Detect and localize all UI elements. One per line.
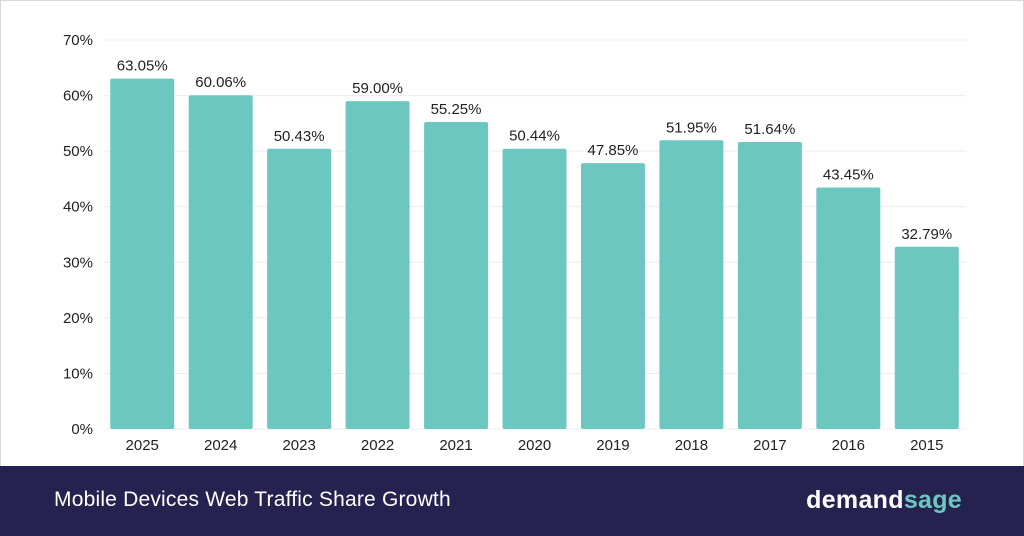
brand-logo-part2: sage [903,486,962,514]
value-labels: 63.05% 60.06% 50.43% 59.00% 55.25% 50.44% 47.8… [117,58,952,243]
brand-logo: demandsage [806,486,962,515]
x-tick-label-2015: 2015 [910,437,943,454]
bar-2017 [737,142,802,429]
value-label-2018: 51.95% [666,119,717,136]
x-tick-label-2018: 2018 [675,437,708,454]
y-tick-label: 70% [63,32,93,49]
x-tick-label-2025: 2025 [126,437,159,454]
value-label-2017: 51.64% [744,121,795,138]
x-tick-label-2024: 2024 [204,437,237,454]
bar-2020 [502,148,567,430]
value-label-2022: 59.00% [352,80,403,97]
y-tick-label: 30% [63,254,93,271]
y-tick-label: 40% [63,199,93,216]
y-tick-label: 20% [63,310,93,327]
value-label-2023: 50.43% [274,128,325,145]
bar-2015 [894,246,959,429]
y-tick-label: 50% [63,143,93,160]
bar-2016 [816,187,881,429]
x-tick-label-2022: 2022 [361,437,394,454]
value-label-2025: 63.05% [117,58,168,75]
bar-2018 [659,140,724,429]
value-label-2021: 55.25% [431,101,482,118]
bars [110,78,959,430]
footer-banner: Mobile Devices Web Traffic Share Growth … [0,466,1024,536]
bar-2021 [424,121,489,429]
y-axis-ticks: 0% 10% 20% 30% 40% 50% 60% 70% [63,32,93,438]
bar-2025 [110,78,175,430]
value-label-2019: 47.85% [588,142,639,159]
x-tick-label-2023: 2023 [282,437,315,454]
value-label-2020: 50.44% [509,128,560,145]
brand-logo-part1: demand [806,486,904,514]
value-label-2016: 43.45% [823,167,874,184]
x-tick-label-2020: 2020 [518,437,551,454]
bar-chart: 0% 10% 20% 30% 40% 50% 60% 70% 63.05% 60.06% 50.4… [63,32,966,454]
bar-2024 [188,95,253,429]
bar-2022 [345,101,410,429]
y-tick-label: 0% [71,421,93,438]
chart-title: Mobile Devices Web Traffic Share Growth [54,488,451,511]
x-tick-label-2021: 2021 [439,437,472,454]
value-label-2024: 60.06% [195,74,246,91]
y-tick-label: 60% [63,88,93,105]
x-tick-label-2016: 2016 [832,437,865,454]
x-tick-label-2019: 2019 [596,437,629,454]
value-label-2015: 32.79% [901,226,952,243]
x-tick-label-2017: 2017 [753,437,786,454]
bar-2023 [267,148,332,429]
bar-2019 [580,163,645,430]
x-axis-ticks: 2025 2024 2023 2022 2021 2020 2019 2018 2017 2016… [126,437,944,454]
y-tick-label: 10% [63,365,93,382]
